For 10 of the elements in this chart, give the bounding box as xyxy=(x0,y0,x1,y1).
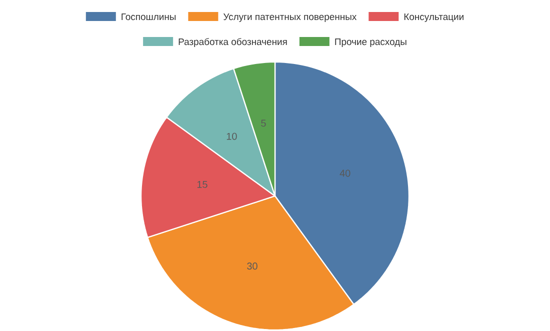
legend-label: Госпошлины xyxy=(122,14,176,20)
legend-label: Прочие расходы xyxy=(335,38,406,48)
data-label: 15 xyxy=(197,181,208,188)
legend-label: Услуги патентных поверенных xyxy=(223,14,357,22)
data-label: 40 xyxy=(340,170,350,177)
data-label: 10 xyxy=(226,133,237,140)
data-label: 30 xyxy=(247,262,258,270)
legend-label: Разработка обозначения xyxy=(178,38,287,48)
data-label: 5 xyxy=(261,120,266,127)
legend-label: Консультации xyxy=(404,14,464,22)
